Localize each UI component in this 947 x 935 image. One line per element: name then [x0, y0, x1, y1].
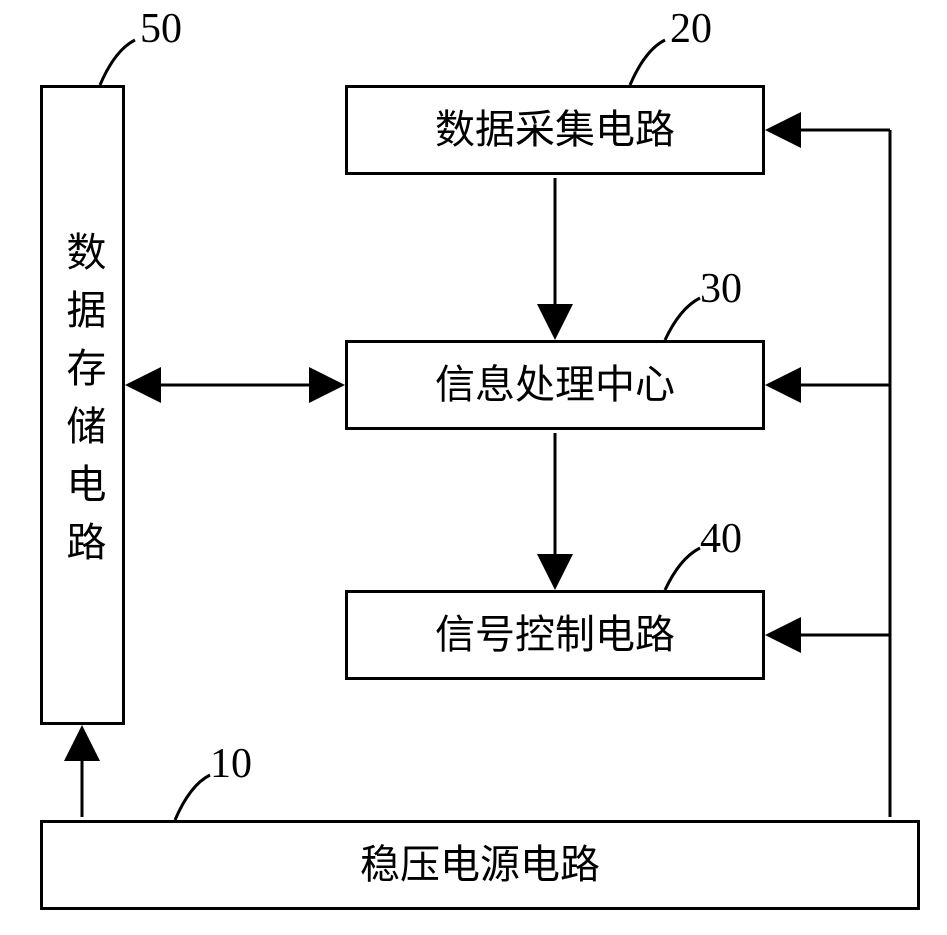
label-40: 40 — [700, 515, 742, 563]
box-control: 信号控制电路 — [345, 590, 765, 680]
box-storage: 数据存储电路 — [40, 85, 125, 725]
box-acquisition: 数据采集电路 — [345, 85, 765, 175]
leader-20 — [615, 30, 675, 90]
label-10: 10 — [210, 740, 252, 788]
leader-50 — [85, 30, 145, 90]
box-processing: 信息处理中心 — [345, 340, 765, 430]
box-acquisition-text: 数据采集电路 — [435, 106, 675, 154]
label-50: 50 — [140, 5, 182, 53]
label-30: 30 — [700, 265, 742, 313]
box-processing-text: 信息处理中心 — [435, 361, 675, 409]
box-storage-text: 数据存储电路 — [59, 231, 107, 579]
box-control-text: 信号控制电路 — [435, 611, 675, 659]
box-power: 稳压电源电路 — [40, 820, 920, 910]
label-20: 20 — [670, 5, 712, 53]
box-power-text: 稳压电源电路 — [360, 841, 600, 889]
